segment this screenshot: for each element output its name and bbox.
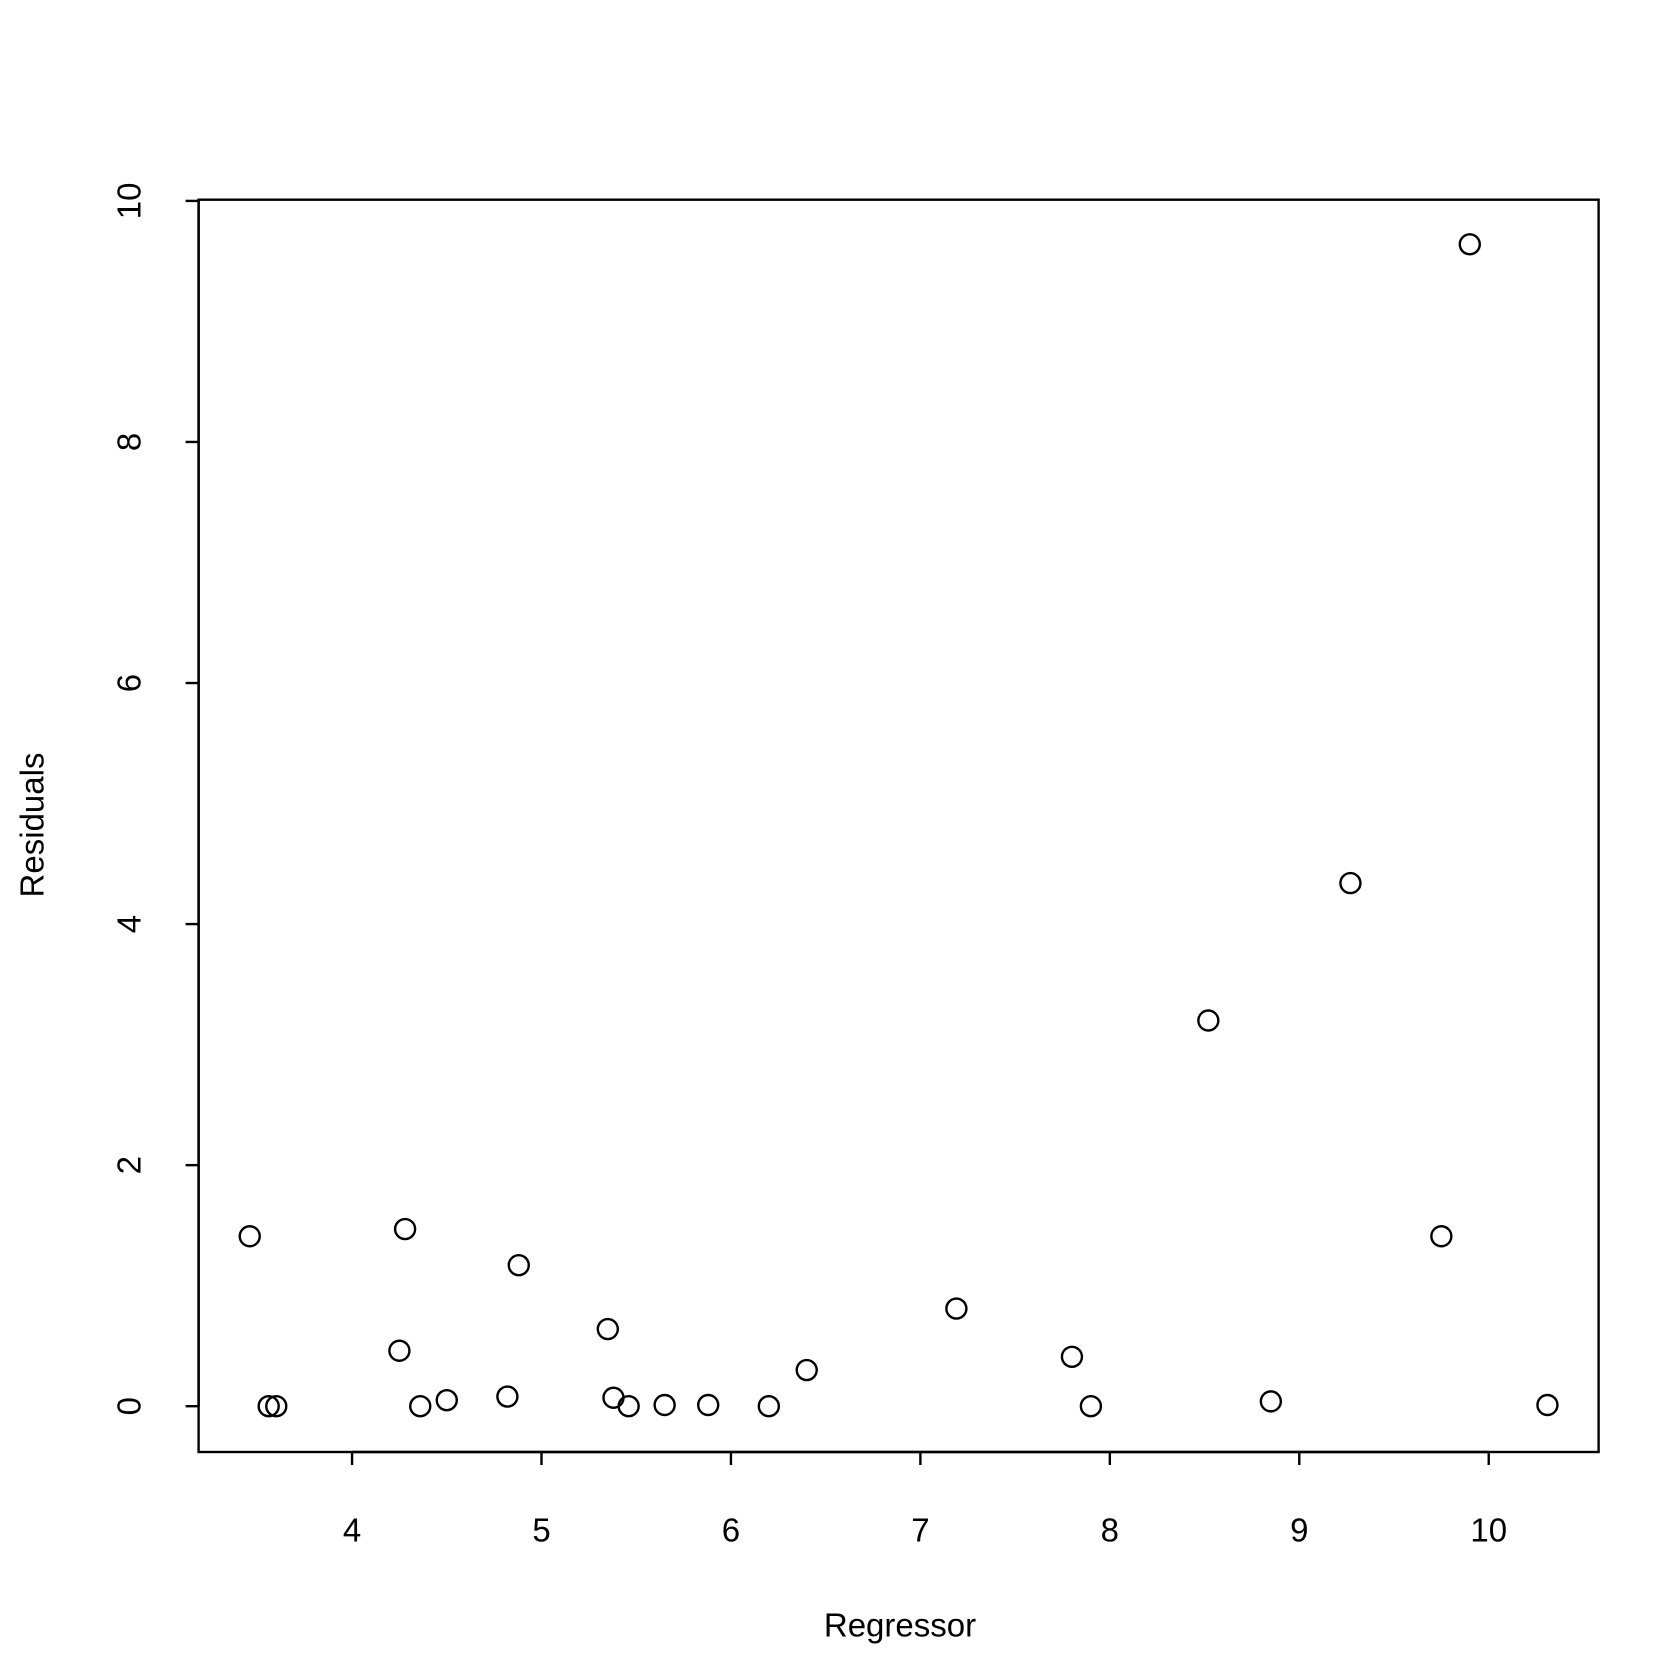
point xyxy=(653,1393,676,1417)
point xyxy=(757,1394,781,1418)
x-tick-label: 6 xyxy=(722,1512,740,1549)
x-tick-label: 8 xyxy=(1101,1512,1119,1549)
point xyxy=(496,1385,519,1408)
point xyxy=(238,1225,261,1248)
point xyxy=(1079,1394,1103,1418)
x-tick-label: 7 xyxy=(911,1512,929,1549)
point xyxy=(1430,1225,1453,1248)
point xyxy=(602,1386,625,1409)
x-tick-label: 4 xyxy=(343,1512,361,1549)
point xyxy=(265,1394,288,1418)
x-tick-label: 5 xyxy=(532,1512,550,1549)
point xyxy=(257,1394,280,1418)
x-axis-label: Regressor xyxy=(824,1607,976,1644)
point xyxy=(945,1297,968,1320)
y-tick-label: 4 xyxy=(111,915,148,933)
y-axis-label: Residuals xyxy=(14,753,51,898)
point xyxy=(393,1217,417,1241)
y-tick-label: 0 xyxy=(111,1397,148,1415)
x-tick-label: 9 xyxy=(1290,1512,1308,1549)
point xyxy=(1458,233,1481,256)
point xyxy=(697,1393,720,1417)
point xyxy=(435,1388,458,1412)
point xyxy=(596,1317,620,1341)
y-tick-label: 6 xyxy=(111,674,148,692)
point xyxy=(617,1394,640,1418)
x-tick-label: 10 xyxy=(1470,1512,1507,1549)
point xyxy=(1197,1009,1220,1032)
point xyxy=(507,1253,530,1277)
point xyxy=(409,1394,432,1418)
point xyxy=(1536,1393,1559,1417)
point xyxy=(1339,871,1362,895)
point xyxy=(1259,1390,1283,1413)
y-tick-label: 8 xyxy=(111,433,148,451)
point xyxy=(388,1339,411,1362)
plot-frame xyxy=(197,198,1600,1454)
y-tick-label: 2 xyxy=(111,1156,148,1174)
point xyxy=(795,1358,818,1382)
y-tick-label: 10 xyxy=(111,183,148,220)
point xyxy=(1060,1345,1084,1368)
